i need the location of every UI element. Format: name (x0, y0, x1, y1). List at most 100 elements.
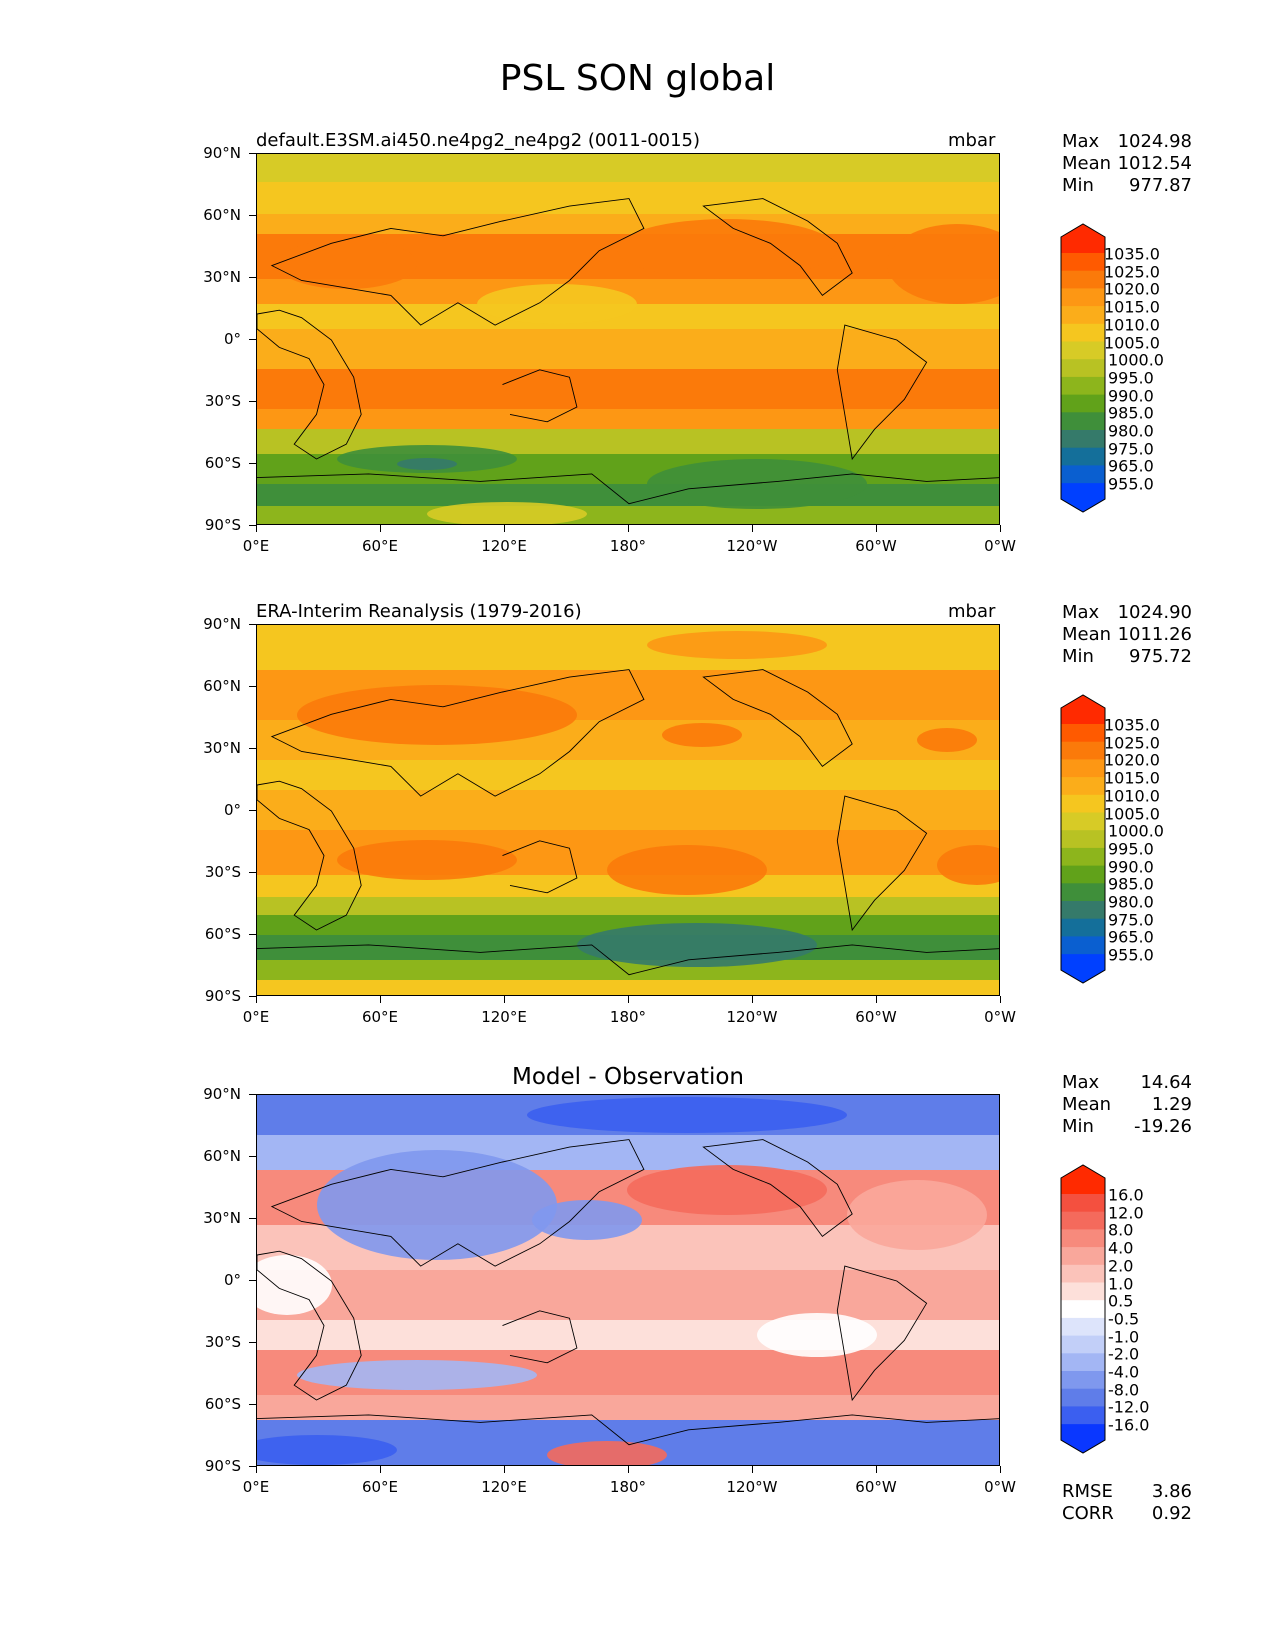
x-tick-label: 120°E (481, 1008, 527, 1026)
map-plot (256, 153, 1000, 525)
y-tick (249, 686, 256, 687)
y-tick-label: 30°N (203, 739, 241, 757)
contour-region (317, 1150, 557, 1260)
contour-band (257, 915, 999, 935)
contour-region (917, 728, 977, 752)
colorbar-label: 1025.0 (1104, 733, 1160, 753)
colorbar-label: 985.0 (1108, 874, 1154, 894)
coastline (502, 369, 578, 423)
y-tick (249, 1342, 256, 1343)
colorbar-label: 965.0 (1108, 456, 1154, 476)
coastline (836, 795, 928, 932)
stat-value: 977.87 (1129, 175, 1192, 196)
colorbar-label: 965.0 (1108, 927, 1154, 947)
colorbar-segment (1061, 1406, 1105, 1425)
colorbar-segment (1061, 288, 1105, 307)
stat-row: Min -19.26 (1062, 1116, 1192, 1138)
colorbar-swatches (1060, 223, 1106, 513)
colorbar-label: 1035.0 (1104, 715, 1160, 735)
colorbar-label: 975.0 (1108, 439, 1154, 459)
x-tick (1000, 525, 1001, 532)
y-tick-label: 90°N (203, 144, 241, 162)
colorbar-label: 1000.0 (1108, 350, 1164, 370)
x-tick (876, 996, 877, 1003)
y-tick (249, 872, 256, 873)
stat-row: Max 1024.90 (1062, 602, 1192, 624)
coastline (502, 1310, 578, 1364)
y-tick-label: 90°N (203, 1085, 241, 1103)
contour-band (257, 182, 999, 214)
x-tick (380, 996, 381, 1003)
y-tick-label: 90°N (203, 615, 241, 633)
colorbar-label: 955.0 (1108, 474, 1154, 494)
colorbar-label: -16.0 (1108, 1415, 1150, 1435)
stat-label: Max (1062, 1072, 1100, 1093)
coastline (257, 1414, 999, 1446)
stat-value: 3.86 (1151, 1481, 1192, 1502)
colorbar-label: 1025.0 (1104, 262, 1160, 282)
colorbar-segment (1061, 741, 1105, 760)
coastline (702, 1139, 853, 1238)
colorbar-label: 985.0 (1108, 403, 1154, 423)
contour-region (337, 840, 517, 880)
y-tick (249, 934, 256, 935)
contour-region (937, 845, 999, 885)
y-tick (249, 1404, 256, 1405)
x-tick (752, 1466, 753, 1473)
stat-value: -19.26 (1133, 1116, 1192, 1137)
colorbar-label: 4.0 (1108, 1238, 1134, 1258)
stat-value: 1.29 (1151, 1094, 1192, 1115)
x-tick (752, 996, 753, 1003)
x-tick-label: 180° (609, 537, 647, 555)
stat-label: Min (1062, 1116, 1094, 1137)
y-tick (249, 525, 256, 526)
colorbar-swatches (1060, 694, 1106, 984)
x-tick-label: 180° (609, 1478, 647, 1496)
colorbar-segment (1061, 865, 1105, 884)
colorbar-segment (1061, 412, 1105, 431)
y-tick-label: 0° (223, 1271, 241, 1289)
contour-band (257, 1270, 999, 1320)
colorbar-segment (1061, 918, 1105, 937)
x-tick (628, 1466, 629, 1473)
colorbar-extend-top (1061, 695, 1105, 724)
colorbar-extend-top (1061, 1165, 1105, 1194)
x-tick-label: 0°E (242, 1008, 270, 1026)
y-tick (249, 1280, 256, 1281)
colorbar-segment (1061, 901, 1105, 920)
colorbar-swatches (1060, 1164, 1106, 1454)
stat-value: 975.72 (1129, 646, 1192, 667)
contour-band (257, 409, 999, 429)
colorbar-outline (1060, 694, 1106, 984)
x-tick-label: 0°E (242, 537, 270, 555)
contour-band (257, 625, 999, 670)
colorbar-label: 1.0 (1108, 1274, 1134, 1293)
colorbar-segment (1061, 1229, 1105, 1248)
x-tick-label: 120°W (726, 537, 778, 555)
coastline (836, 324, 928, 461)
y-tick-label: 90°S (204, 987, 241, 1005)
coastline (702, 198, 853, 297)
x-tick (380, 1466, 381, 1473)
y-tick (249, 1156, 256, 1157)
contour-region (397, 458, 457, 470)
stat-value: 0.92 (1151, 1503, 1192, 1524)
x-tick-label: 0°W (984, 1478, 1016, 1496)
contour-band (257, 214, 999, 234)
x-tick (256, 996, 257, 1003)
y-tick-label: 0° (223, 330, 241, 348)
stat-row: CORR 0.92 (1062, 1503, 1192, 1525)
colorbar-label: 980.0 (1108, 421, 1154, 441)
y-tick (249, 277, 256, 278)
colorbar-segment (1061, 794, 1105, 813)
x-tick-label: 60°E (361, 1478, 399, 1496)
x-tick (256, 525, 257, 532)
panel-model: default.E3SM.ai450.ne4pg2_ne4pg2 (0011-0… (0, 130, 1275, 623)
colorbar-segment (1061, 376, 1105, 396)
contour-region (527, 1097, 847, 1133)
y-tick (249, 748, 256, 749)
colorbar-label: -1.0 (1108, 1327, 1140, 1347)
y-tick-label: 30°N (203, 268, 241, 286)
x-tick-label: 0°W (984, 1008, 1016, 1026)
y-tick (249, 996, 256, 997)
